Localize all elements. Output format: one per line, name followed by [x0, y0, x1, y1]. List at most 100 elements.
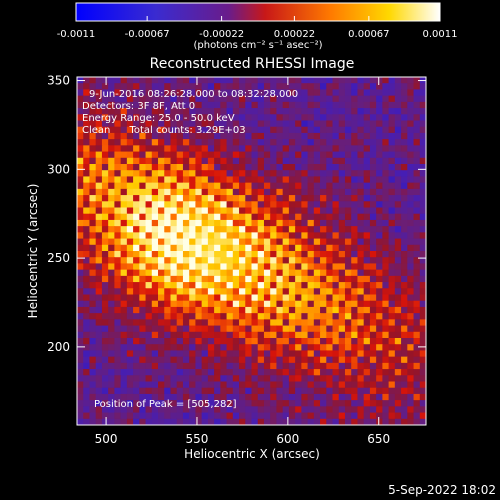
- heatmap-cell: [226, 369, 234, 376]
- heatmap-cell: [207, 412, 215, 420]
- heatmap-cell: [407, 369, 415, 376]
- heatmap-cell: [226, 375, 234, 383]
- heatmap-cell: [83, 412, 91, 420]
- heatmap-cell: [338, 77, 346, 84]
- heatmap-cell: [307, 350, 315, 358]
- heatmap-cell: [232, 375, 240, 383]
- heatmap-cell: [158, 325, 165, 333]
- heatmap-cell: [388, 375, 396, 383]
- heatmap-cell: [126, 282, 134, 289]
- heatmap-cell: [195, 288, 203, 296]
- heatmap-cell: [369, 313, 377, 320]
- heatmap-cell: [313, 369, 321, 376]
- heatmap-cell: [351, 207, 359, 215]
- heatmap-cell: [382, 132, 390, 140]
- heatmap-cell: [226, 176, 234, 184]
- heatmap-cell: [282, 393, 290, 401]
- heatmap-cell: [101, 201, 109, 209]
- heatmap-cell: [288, 89, 296, 97]
- heatmap-cell: [257, 325, 265, 333]
- heatmap-cell: [332, 275, 340, 283]
- heatmap-cell: [251, 182, 259, 190]
- heatmap-cell: [301, 331, 309, 339]
- heatmap-cell: [313, 145, 321, 153]
- heatmap-cell: [401, 95, 408, 103]
- heatmap-cell: [257, 108, 265, 115]
- heatmap-cell: [282, 132, 290, 140]
- heatmap-cell: [189, 238, 197, 246]
- heatmap-cell: [101, 77, 109, 84]
- heatmap-cell: [239, 244, 246, 252]
- heatmap-cell: [326, 418, 334, 425]
- heatmap-cell: [133, 300, 140, 308]
- heatmap-cell: [145, 282, 153, 289]
- heatmap-cell: [338, 182, 346, 190]
- heatmap-cell: [95, 319, 103, 327]
- heatmap-cell: [83, 213, 91, 221]
- heatmap-cell: [320, 257, 327, 265]
- heatmap-cell: [195, 300, 203, 308]
- heatmap-cell: [413, 381, 421, 389]
- heatmap-cell: [220, 313, 228, 320]
- heatmap-cell: [338, 139, 346, 146]
- heatmap-cell: [207, 238, 215, 246]
- heatmap-cell: [201, 412, 209, 420]
- heatmap-cell: [201, 170, 209, 178]
- heatmap-cell: [276, 201, 284, 209]
- heatmap-cell: [407, 387, 415, 395]
- heatmap-cell: [257, 369, 265, 376]
- heatmap-cell: [164, 219, 172, 227]
- heatmap-cell: [126, 207, 134, 215]
- heatmap-cell: [394, 375, 402, 383]
- heatmap-cell: [344, 325, 352, 333]
- heatmap-cell: [419, 362, 426, 370]
- heatmap-cell: [151, 195, 159, 202]
- heatmap-cell: [83, 219, 91, 227]
- heatmap-cell: [226, 83, 234, 91]
- heatmap-cell: [382, 139, 390, 146]
- heatmap-cell: [388, 226, 396, 233]
- heatmap-cell: [83, 331, 91, 339]
- heatmap-cell: [270, 188, 278, 196]
- heatmap-cell: [363, 344, 371, 352]
- heatmap-cell: [114, 114, 122, 122]
- heatmap-cell: [89, 226, 97, 233]
- heatmap-cell: [95, 406, 103, 414]
- heatmap-cell: [251, 232, 259, 240]
- heatmap-cell: [401, 219, 408, 227]
- heatmap-cell: [320, 294, 327, 302]
- heatmap-cell: [326, 108, 334, 115]
- heatmap-cell: [170, 319, 178, 327]
- heatmap-cell: [176, 207, 184, 215]
- heatmap-cell: [245, 350, 253, 358]
- heatmap-cell: [139, 257, 147, 265]
- heatmap-cell: [151, 369, 159, 376]
- heatmap-cell: [413, 139, 421, 146]
- heatmap-cell: [245, 294, 253, 302]
- heatmap-cell: [301, 400, 309, 407]
- heatmap-cell: [189, 381, 197, 389]
- heatmap-cell: [357, 89, 365, 97]
- heatmap-cell: [226, 387, 234, 395]
- heatmap-cell: [126, 269, 134, 277]
- heatmap-cell: [419, 89, 426, 97]
- heatmap-cell: [126, 145, 134, 153]
- heatmap-cell: [369, 126, 377, 134]
- heatmap-cell: [151, 294, 159, 302]
- heatmap-cell: [401, 195, 408, 202]
- heatmap-cell: [226, 393, 234, 401]
- heatmap-cell: [320, 101, 327, 109]
- heatmap-cell: [320, 182, 327, 190]
- heatmap-cell: [220, 213, 228, 221]
- heatmap-cell: [214, 288, 221, 296]
- heatmap-cell: [95, 213, 103, 221]
- heatmap-cell: [126, 77, 134, 84]
- heatmap-cell: [220, 139, 228, 146]
- heatmap-cell: [394, 151, 402, 159]
- heatmap-cell: [338, 375, 346, 383]
- heatmap-cell: [176, 313, 184, 320]
- heatmap-cell: [207, 288, 215, 296]
- heatmap-cell: [313, 313, 321, 320]
- heatmap-cell: [388, 126, 396, 134]
- heatmap-cell: [407, 232, 415, 240]
